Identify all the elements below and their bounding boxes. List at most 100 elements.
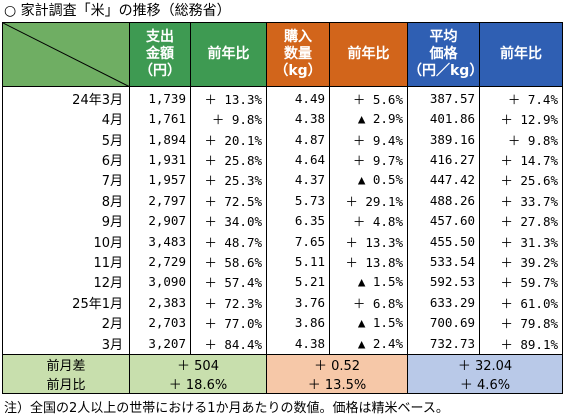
- cell-spend: 2,383: [129, 292, 191, 313]
- cell-qty: 5.11: [266, 251, 330, 272]
- cell-price-yoy: ＋ 12.9%: [479, 108, 563, 129]
- table-row: 5月 1,894 ＋ 20.1% 4.87 ＋ 9.4% 389.16 ＋ 9.8%: [2, 128, 563, 150]
- table-row: 11月 2,729 ＋ 58.6% 5.11 ＋ 13.8% 533.54 ＋ 39.2%: [2, 251, 563, 272]
- header-row: 支出 金額 （円） 前年比 購入 数量 （kg） 前年比 平均 価格 （円／kg…: [2, 22, 563, 87]
- cell-price-yoy: ＋ 59.7%: [479, 271, 563, 293]
- cell-price-yoy: ＋ 14.7%: [479, 149, 563, 170]
- cell-label: 25年1月: [2, 292, 130, 313]
- cell-spend-yoy: ＋ 25.8%: [190, 149, 267, 170]
- table-row: 8月 2,797 ＋ 72.5% 5.73 ＋ 29.1% 488.26 ＋ 33.7%: [2, 190, 563, 211]
- footer-spend-ratio: ＋ 18.6%: [129, 374, 267, 395]
- cell-label: 9月: [2, 210, 130, 231]
- cell-spend-yoy: ＋ 13.3%: [190, 86, 267, 109]
- cell-spend-yoy: ＋ 72.3%: [190, 292, 267, 313]
- footnote: 注）全国の2人以上の世帯における1か月あたりの数値。価格は精米ベース。: [4, 401, 449, 416]
- cell-qty: 6.35: [266, 210, 330, 231]
- rice-survey-table: 支出 金額 （円） 前年比 購入 数量 （kg） 前年比 平均 価格 （円／kg…: [2, 22, 563, 395]
- footer-price-ratio: ＋ 4.6%: [407, 374, 563, 395]
- cell-price-yoy: ＋ 9.8%: [479, 128, 563, 150]
- cell-label: 24年3月: [2, 86, 130, 109]
- cell-spend-yoy: ＋ 57.4%: [190, 271, 267, 293]
- cell-qty-yoy: ＋ 29.1%: [329, 190, 408, 211]
- cell-qty-yoy: ＋ 13.3%: [329, 230, 408, 252]
- table-row: 24年3月 1,739 ＋ 13.3% 4.49 ＋ 5.6% 387.57 ＋ 7.4%: [2, 86, 563, 109]
- cell-spend: 1,761: [129, 108, 191, 129]
- cell-price: 592.53: [407, 271, 480, 293]
- cell-spend-yoy: ＋ 25.3%: [190, 169, 267, 191]
- table-row: 10月 3,483 ＋ 48.7% 7.65 ＋ 13.3% 455.50 ＋ 31.3%: [2, 230, 563, 252]
- cell-spend: 2,797: [129, 190, 191, 211]
- cell-qty-yoy: ▲ 2.4%: [329, 332, 408, 355]
- footer-spend-diff: ＋ 504: [129, 354, 267, 375]
- cell-label: 7月: [2, 169, 130, 191]
- cell-label: 8月: [2, 190, 130, 211]
- cell-price-yoy: ＋ 39.2%: [479, 251, 563, 272]
- cell-price: 416.27: [407, 149, 480, 170]
- cell-qty-yoy: ▲ 1.5%: [329, 271, 408, 293]
- table-row: 2月 2,703 ＋ 77.0% 3.86 ▲ 1.5% 700.69 ＋ 79.8%: [2, 312, 563, 333]
- footer-diff-label: 前月差: [2, 354, 130, 375]
- header-price-yoy: 前年比: [479, 22, 563, 87]
- cell-price: 700.69: [407, 312, 480, 333]
- cell-price-yoy: ＋ 33.7%: [479, 190, 563, 211]
- cell-spend-yoy: ＋ 58.6%: [190, 251, 267, 272]
- cell-spend: 3,090: [129, 271, 191, 293]
- table-row: 4月 1,761 ＋ 9.8% 4.38 ▲ 2.9% 401.86 ＋ 12.9%: [2, 108, 563, 129]
- cell-qty: 4.38: [266, 108, 330, 129]
- cell-label: 11月: [2, 251, 130, 272]
- cell-qty: 4.49: [266, 86, 330, 109]
- footer-qty-ratio: ＋ 13.5%: [266, 374, 408, 395]
- cell-label: 4月: [2, 108, 130, 129]
- cell-price: 732.73: [407, 332, 480, 355]
- cell-price-yoy: ＋ 25.6%: [479, 169, 563, 191]
- cell-qty: 3.86: [266, 312, 330, 333]
- page-title: ○ 家計調査「米」の推移（総務省）: [4, 3, 231, 19]
- cell-qty: 5.21: [266, 271, 330, 293]
- table-row: 3月 3,207 ＋ 84.4% 4.38 ▲ 2.4% 732.73 ＋ 89.1%: [2, 332, 563, 355]
- cell-spend-yoy: ＋ 77.0%: [190, 312, 267, 333]
- footer-row-diff: 前月差 ＋ 504 ＋ 0.52 ＋ 32.04: [2, 354, 563, 375]
- cell-price: 457.60: [407, 210, 480, 231]
- cell-label: 5月: [2, 128, 130, 150]
- cell-qty-yoy: ＋ 4.8%: [329, 210, 408, 231]
- cell-price: 488.26: [407, 190, 480, 211]
- cell-qty: 4.38: [266, 332, 330, 355]
- cell-price: 455.50: [407, 230, 480, 252]
- cell-qty: 4.64: [266, 149, 330, 170]
- cell-qty-yoy: ＋ 6.8%: [329, 292, 408, 313]
- cell-price: 447.42: [407, 169, 480, 191]
- cell-qty-yoy: ▲ 1.5%: [329, 312, 408, 333]
- header-spend-yoy: 前年比: [190, 22, 267, 87]
- cell-price: 533.54: [407, 251, 480, 272]
- cell-qty-yoy: ＋ 13.8%: [329, 251, 408, 272]
- cell-price: 389.16: [407, 128, 480, 150]
- cell-spend-yoy: ＋ 72.5%: [190, 190, 267, 211]
- footer-row-ratio: 前月比 ＋ 18.6% ＋ 13.5% ＋ 4.6%: [2, 374, 563, 395]
- table-row: 6月 1,931 ＋ 25.8% 4.64 ＋ 9.7% 416.27 ＋ 14.7%: [2, 149, 563, 170]
- cell-spend: 2,729: [129, 251, 191, 272]
- cell-price-yoy: ＋ 61.0%: [479, 292, 563, 313]
- cell-qty-yoy: ＋ 5.6%: [329, 86, 408, 109]
- cell-qty: 7.65: [266, 230, 330, 252]
- cell-price-yoy: ＋ 79.8%: [479, 312, 563, 333]
- cell-price-yoy: ＋ 89.1%: [479, 332, 563, 355]
- header-price: 平均 価格 （円／kg）: [407, 22, 480, 87]
- data-body: 24年3月 1,739 ＋ 13.3% 4.49 ＋ 5.6% 387.57 ＋ 7.4% 4…: [2, 86, 563, 355]
- cell-label: 10月: [2, 230, 130, 252]
- header-spend: 支出 金額 （円）: [129, 22, 191, 87]
- cell-spend: 1,894: [129, 128, 191, 150]
- cell-spend: 3,483: [129, 230, 191, 252]
- footer-price-diff: ＋ 32.04: [407, 354, 563, 375]
- cell-qty: 5.73: [266, 190, 330, 211]
- cell-spend: 1,931: [129, 149, 191, 170]
- cell-qty: 3.76: [266, 292, 330, 313]
- cell-price: 401.86: [407, 108, 480, 129]
- footer-body: 前月差 ＋ 504 ＋ 0.52 ＋ 32.04 前月比 ＋ 18.6% ＋ 1…: [2, 354, 563, 395]
- cell-qty-yoy: ▲ 2.9%: [329, 108, 408, 129]
- cell-spend-yoy: ＋ 20.1%: [190, 128, 267, 150]
- header-qty: 購入 数量 （kg）: [266, 22, 330, 87]
- table-row: 12月 3,090 ＋ 57.4% 5.21 ▲ 1.5% 592.53 ＋ 59.7%: [2, 271, 563, 293]
- cell-qty-yoy: ▲ 0.5%: [329, 169, 408, 191]
- table-row: 7月 1,957 ＋ 25.3% 4.37 ▲ 0.5% 447.42 ＋ 25.6%: [2, 169, 563, 191]
- cell-price-yoy: ＋ 27.8%: [479, 210, 563, 231]
